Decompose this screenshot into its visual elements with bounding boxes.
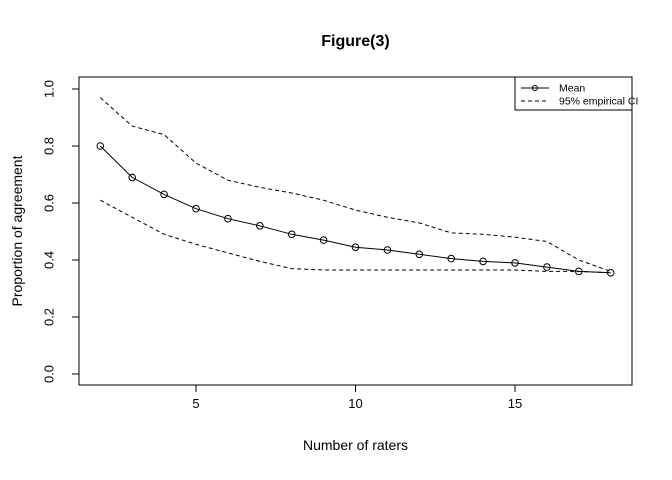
y-tick-label: 0.0 bbox=[42, 365, 57, 383]
upper-ci-line bbox=[99, 97, 611, 272]
data-point-marker bbox=[511, 259, 519, 267]
data-point-marker bbox=[287, 230, 296, 239]
data-point-marker bbox=[224, 214, 232, 223]
y-tick-label: 0.4 bbox=[42, 251, 57, 269]
y-tick-label: 0.6 bbox=[42, 194, 57, 212]
plot-border bbox=[78, 76, 633, 386]
data-point-marker bbox=[128, 173, 136, 182]
legend-entry-label: 95% empirical CI bbox=[559, 96, 638, 108]
y-tick-label: 0.2 bbox=[42, 308, 57, 326]
y-tick-label: 0.8 bbox=[42, 137, 57, 155]
data-point-marker bbox=[96, 142, 105, 150]
data-point-marker bbox=[543, 263, 551, 271]
chart-title: Figure(3) bbox=[321, 33, 390, 50]
legend-mean-marker-sample bbox=[532, 85, 538, 91]
mean-line bbox=[99, 145, 611, 274]
legend-box bbox=[514, 76, 633, 111]
data-point-marker bbox=[160, 190, 168, 199]
data-point-marker bbox=[319, 236, 328, 244]
x-tick-label: 15 bbox=[508, 396, 522, 411]
x-tick-label: 5 bbox=[192, 396, 199, 411]
data-point-marker bbox=[415, 250, 424, 259]
data-point-marker bbox=[479, 257, 487, 266]
data-point-marker bbox=[192, 204, 200, 213]
data-point-marker bbox=[256, 222, 264, 230]
x-tick-label: 10 bbox=[348, 396, 362, 411]
y-tick-label: 1.0 bbox=[42, 80, 57, 98]
data-point-marker bbox=[351, 243, 360, 251]
data-point-marker bbox=[575, 267, 583, 276]
data-point-marker bbox=[383, 246, 392, 254]
lower-ci-line bbox=[100, 199, 611, 274]
x-axis-title: Number of raters bbox=[302, 437, 409, 453]
data-point-marker bbox=[447, 254, 456, 263]
legend-entry-label: Mean bbox=[559, 83, 585, 95]
